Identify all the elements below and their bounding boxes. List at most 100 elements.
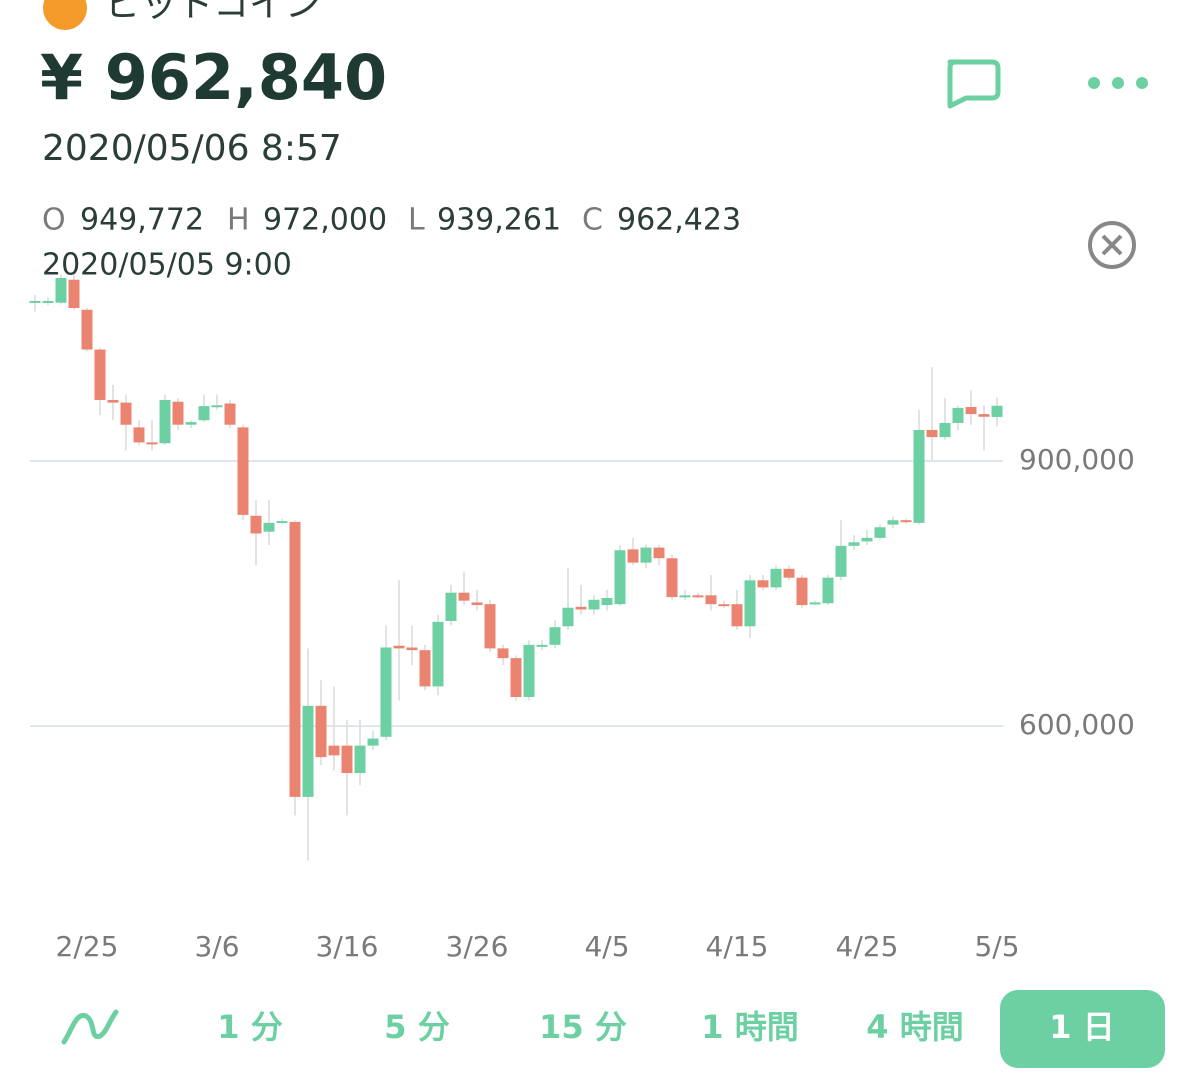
candle-body bbox=[328, 745, 340, 756]
candle-body bbox=[848, 542, 860, 546]
candle-body bbox=[211, 405, 223, 408]
candle-body bbox=[965, 407, 977, 415]
candle-body bbox=[783, 568, 795, 578]
candle-body bbox=[198, 406, 210, 421]
candle-body bbox=[458, 592, 470, 601]
comment-button[interactable] bbox=[947, 59, 1001, 109]
candle-body bbox=[419, 650, 431, 687]
candle-body bbox=[120, 402, 132, 425]
candle-body bbox=[133, 427, 145, 443]
candle-body bbox=[29, 300, 41, 303]
candle-body bbox=[874, 527, 886, 538]
candle-body bbox=[978, 414, 990, 417]
candle-body bbox=[575, 606, 587, 610]
ohlc-key: O bbox=[42, 203, 66, 238]
candle-body bbox=[744, 580, 756, 627]
candle-body bbox=[68, 279, 80, 309]
candle-body bbox=[822, 577, 834, 604]
candle-body bbox=[523, 644, 535, 698]
candle-body bbox=[432, 621, 444, 687]
candle-body bbox=[146, 442, 158, 445]
candle-body bbox=[250, 515, 262, 534]
candle-body bbox=[237, 427, 249, 515]
candle-body bbox=[107, 399, 119, 403]
ohlc-value: 949,772 bbox=[80, 203, 204, 238]
close-button[interactable] bbox=[1088, 221, 1136, 269]
x-tick-label: 3/6 bbox=[194, 930, 239, 963]
candle-body bbox=[991, 405, 1003, 417]
candle-body bbox=[497, 648, 509, 659]
candle-body bbox=[393, 645, 405, 649]
candle-body bbox=[757, 580, 769, 588]
x-tick-label: 3/16 bbox=[316, 930, 379, 963]
y-tick-label: 900,000 bbox=[1019, 443, 1135, 476]
x-tick-label: 5/5 bbox=[974, 930, 1019, 963]
candle-body bbox=[861, 537, 873, 542]
candle-body bbox=[692, 595, 704, 598]
candle-body bbox=[289, 521, 301, 797]
candle-body bbox=[614, 550, 626, 605]
candle-body bbox=[341, 745, 353, 774]
x-tick-label: 2/25 bbox=[56, 930, 119, 963]
ohlc-key: C bbox=[582, 203, 603, 238]
candle-body bbox=[406, 647, 418, 651]
candle-body bbox=[81, 309, 93, 350]
candle-body bbox=[94, 349, 106, 400]
candle-body bbox=[172, 401, 184, 425]
candle-body bbox=[770, 568, 782, 588]
candle-body bbox=[939, 422, 951, 438]
candle-body bbox=[55, 277, 67, 303]
candle-body bbox=[471, 602, 483, 606]
x-tick-label: 4/5 bbox=[584, 930, 629, 963]
ohlc-value: 972,000 bbox=[263, 203, 387, 238]
candle-body bbox=[484, 604, 496, 649]
candle-body bbox=[666, 558, 678, 598]
candle-body bbox=[796, 577, 808, 606]
coin-name: ビットコイン bbox=[105, 0, 321, 25]
time-tab[interactable]: 4 時間 bbox=[866, 1008, 963, 1046]
candle-body bbox=[705, 595, 717, 605]
price: ¥ 962,840 bbox=[40, 41, 387, 114]
dot bbox=[1136, 77, 1148, 89]
close-circle bbox=[1088, 221, 1136, 269]
time-tab[interactable]: 1 分 bbox=[217, 1008, 282, 1046]
time-tab[interactable]: 5 分 bbox=[384, 1008, 449, 1046]
candle-body bbox=[731, 604, 743, 627]
ohlc-key: H bbox=[227, 203, 250, 238]
close-x bbox=[1101, 234, 1123, 256]
candle-body bbox=[809, 602, 821, 605]
candle-body bbox=[653, 547, 665, 559]
candle-body bbox=[562, 607, 574, 627]
candle-body bbox=[640, 547, 652, 563]
candle-body bbox=[276, 521, 288, 524]
candle-body bbox=[913, 430, 925, 523]
selected-tab-bg bbox=[1000, 990, 1165, 1068]
time-tab[interactable]: 15 分 bbox=[539, 1008, 627, 1046]
dot bbox=[1088, 77, 1100, 89]
ohlc-key: L bbox=[408, 203, 425, 238]
line-chart-tab[interactable] bbox=[61, 1009, 119, 1045]
candle-body bbox=[952, 407, 964, 423]
time-tab[interactable]: 1 時間 bbox=[701, 1008, 798, 1046]
candle-body bbox=[315, 705, 327, 758]
candle-body bbox=[510, 658, 522, 698]
candle-body bbox=[263, 522, 275, 532]
candle-body bbox=[159, 399, 171, 444]
y-tick-label: 600,000 bbox=[1019, 708, 1135, 741]
x-tick-label: 4/15 bbox=[706, 930, 769, 963]
more-button[interactable] bbox=[1088, 77, 1148, 89]
candle-body bbox=[380, 647, 392, 737]
candle-body bbox=[549, 627, 561, 645]
time-tab[interactable]: 1 日 bbox=[1049, 1008, 1114, 1046]
coin-icon bbox=[43, 0, 87, 30]
candle-body bbox=[185, 422, 197, 425]
candle-body bbox=[367, 738, 379, 746]
candle-body bbox=[835, 545, 847, 577]
candle-body bbox=[627, 549, 639, 563]
candle-body bbox=[302, 705, 314, 797]
candle-body bbox=[900, 520, 912, 523]
candle-body bbox=[679, 595, 691, 598]
candle-body bbox=[445, 592, 457, 621]
